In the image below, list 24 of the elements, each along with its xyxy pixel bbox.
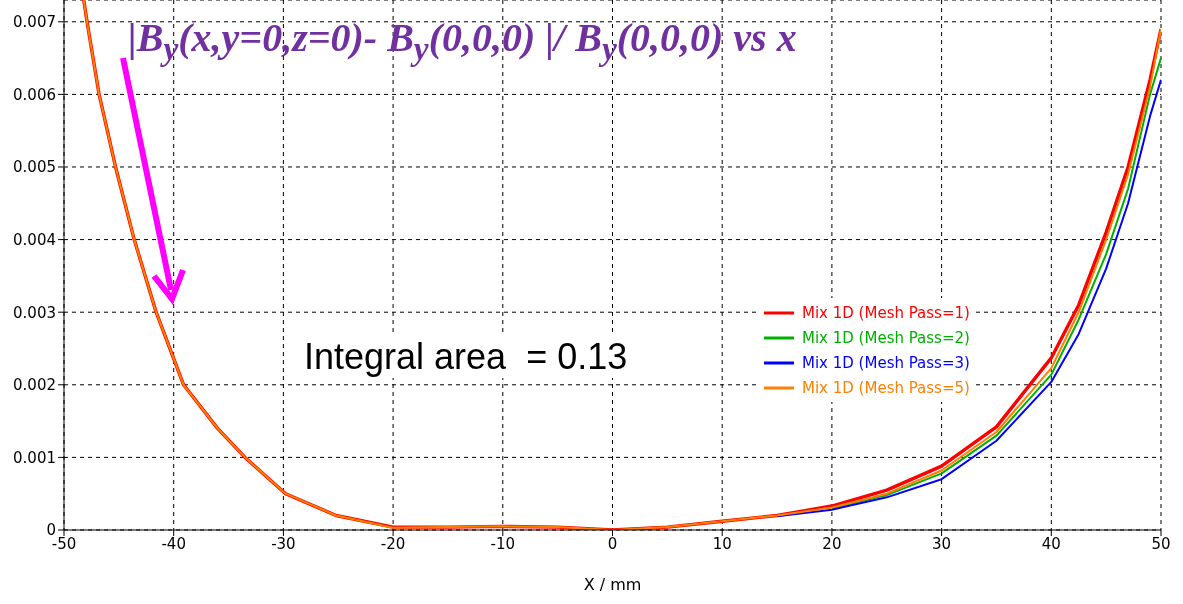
legend-label: Mix 1D (Mesh Pass=1)	[802, 303, 970, 322]
y-tick-label: 0.007	[13, 13, 56, 32]
y-tick-label: 0.006	[13, 85, 56, 104]
legend-label: Mix 1D (Mesh Pass=2)	[802, 328, 970, 347]
y-tick-label: 0.001	[13, 448, 56, 467]
annotation: Integral area = 0.13	[304, 336, 628, 378]
x-tick-label: 30	[932, 534, 952, 553]
x-tick-label: -40	[161, 534, 186, 553]
y-tick-label: 0.004	[13, 230, 56, 249]
text: |B$_{y}$(x,y=0,z=0)- B$_{y}$(0,0,0) |/ B$_{y}$(0,0,0) vs x	[128, 14, 797, 68]
y-tick-label: 0.002	[13, 376, 56, 395]
x-tick-label: -10	[490, 534, 516, 553]
y-tick-label: 0.003	[13, 303, 56, 322]
legend-label: Mix 1D (Mesh Pass=3)	[802, 353, 970, 372]
x-tick-label: 10	[712, 534, 732, 553]
x-axis-title: X / mm	[583, 575, 642, 594]
x-tick-label: 50	[1151, 534, 1171, 553]
x-tick-label: 40	[1041, 534, 1061, 553]
legend-label: Mix 1D (Mesh Pass=5)	[802, 378, 970, 397]
x-tick-label: 0	[607, 534, 618, 553]
x-tick-label: 20	[822, 534, 842, 553]
y-tick-label: 0.005	[13, 158, 56, 177]
x-tick-label: -20	[380, 534, 406, 553]
x-tick-label: -30	[271, 534, 296, 553]
